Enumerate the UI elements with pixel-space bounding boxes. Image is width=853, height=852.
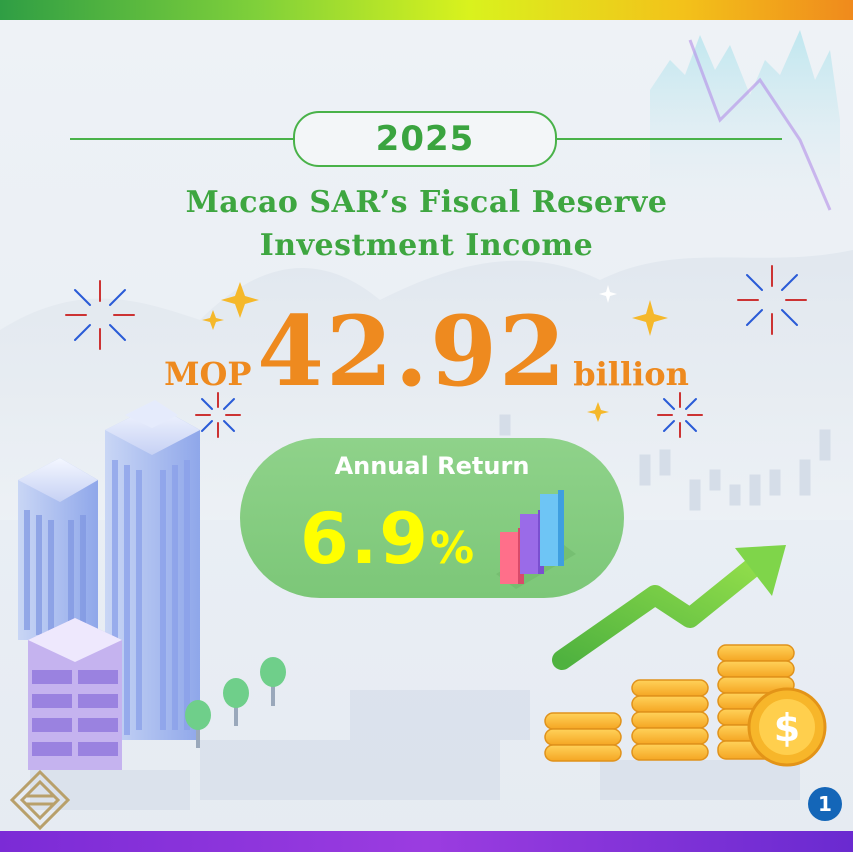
top-gradient-bar <box>0 0 853 20</box>
dollar-coin-icon: $ <box>747 687 827 767</box>
year-badge: 2025 <box>293 111 557 167</box>
world-map-icon <box>30 690 800 810</box>
unit-label: billion <box>573 355 689 393</box>
page-number-badge: 1 <box>808 787 842 821</box>
income-amount-row: MOP 42.92 billion <box>0 295 853 408</box>
svg-text:$: $ <box>774 706 800 750</box>
bar-chart-icon <box>496 490 576 589</box>
bottom-gradient-bar <box>0 831 853 852</box>
annual-return-value: 6.9% <box>300 498 476 580</box>
annual-return-label: Annual Return <box>334 452 530 480</box>
building-icon <box>18 400 200 770</box>
arrow-up-icon <box>552 545 786 670</box>
annual-return-percent: % <box>430 523 477 574</box>
currency-label: MOP <box>164 355 252 393</box>
logo-icon <box>9 769 71 831</box>
firework-icon <box>65 280 135 350</box>
tree-icon <box>185 657 286 748</box>
income-amount: 42.92 <box>257 295 568 408</box>
title-line-1: Macao SAR’s Fiscal Reserve <box>185 185 668 220</box>
annual-return-number: 6.9 <box>300 498 431 580</box>
title-line-2: Investment Income <box>259 228 594 263</box>
